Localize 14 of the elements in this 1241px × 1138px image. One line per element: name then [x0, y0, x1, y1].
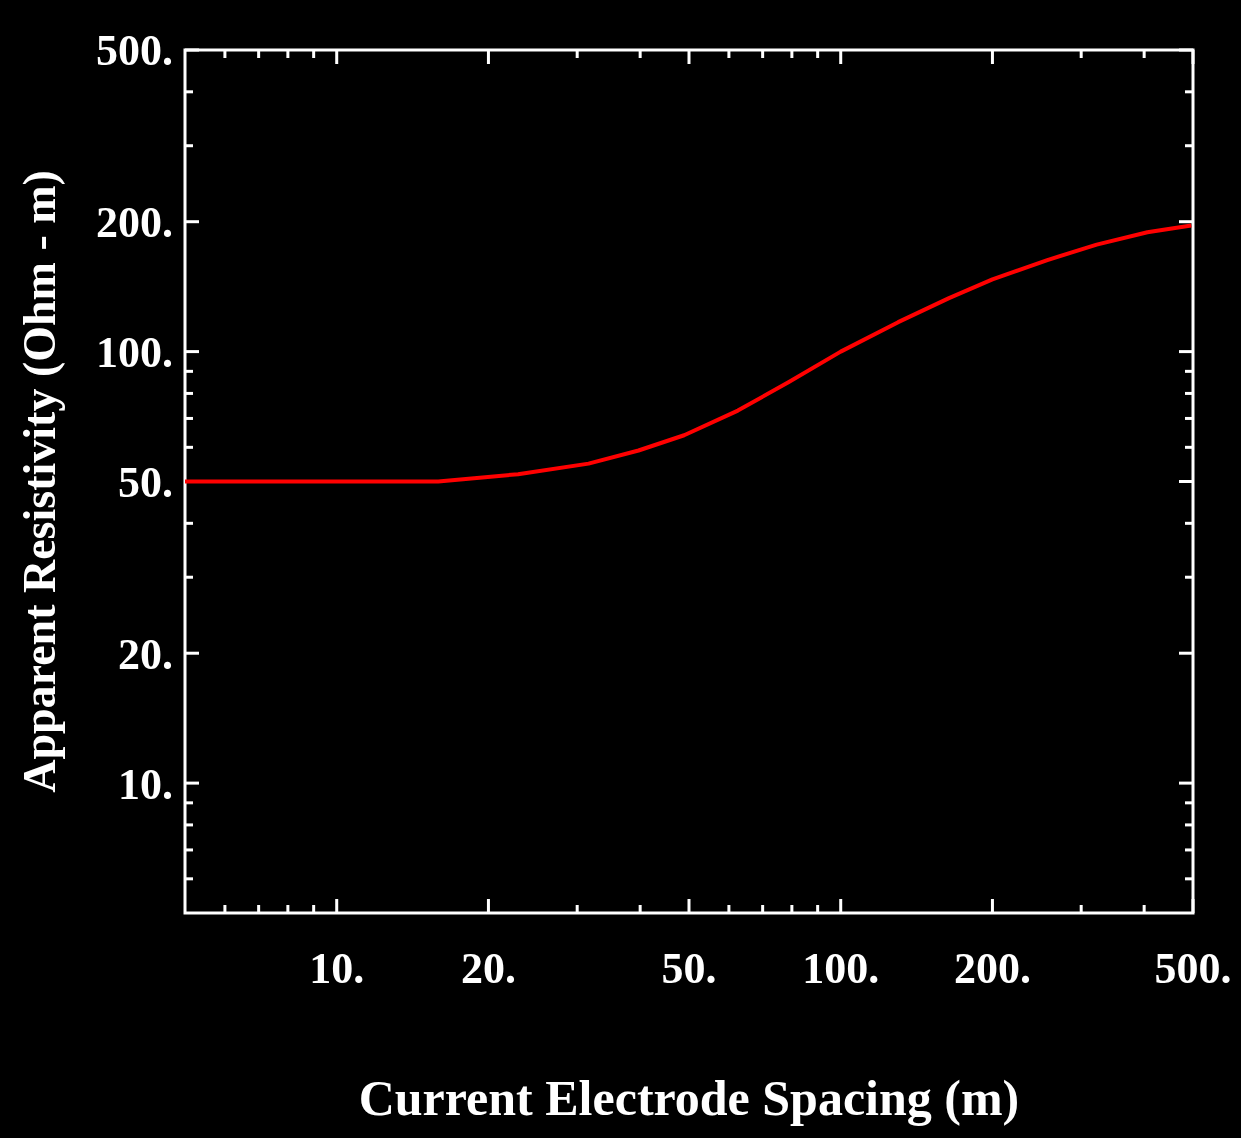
y-tick-label: 100. [96, 328, 173, 378]
x-tick-label: 200. [953, 944, 1031, 993]
x-tick-label: 100. [802, 944, 880, 993]
x-tick-label: 50. [661, 944, 717, 993]
y-tick-label: 20. [118, 629, 173, 679]
y-tick-label: 200. [96, 198, 173, 248]
x-axis-title: Current Electrode Spacing (m) [358, 1070, 1020, 1126]
y-tick-label: 50. [118, 457, 173, 507]
x-tick-label: 500. [1154, 944, 1232, 993]
y-tick-label: 500. [96, 26, 173, 76]
y-axis-title: Apparent Resistivity (Ohm - m) [14, 170, 65, 793]
x-tick-label: 20. [460, 944, 516, 993]
y-tick-label: 10. [118, 759, 173, 809]
x-tick-label: 10. [309, 944, 365, 993]
